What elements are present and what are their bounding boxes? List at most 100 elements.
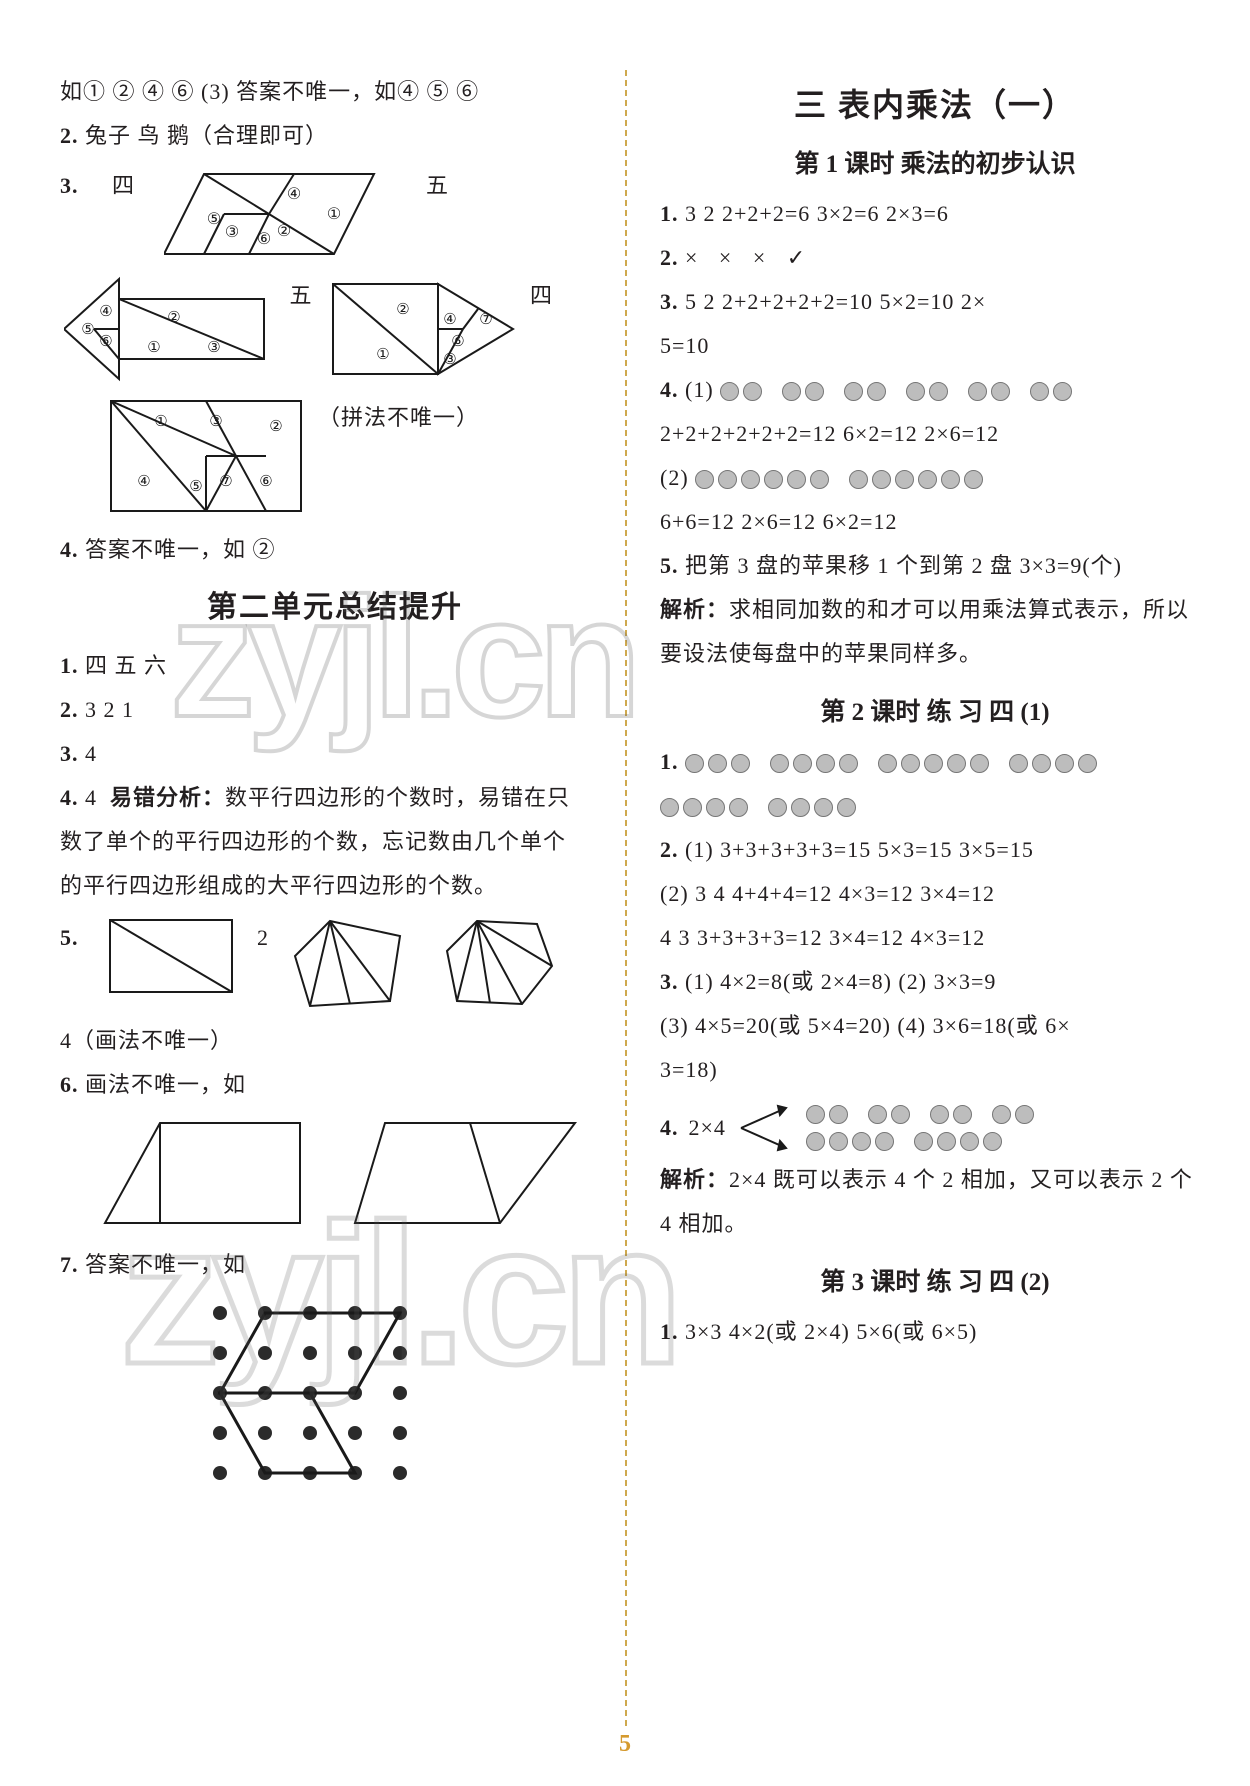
q3-num: 3. — [60, 173, 79, 198]
lesson3-title: 第 3 课时 练 习 四 (2) — [660, 1262, 1210, 1298]
q3-note: （拼法不唯一） — [318, 396, 479, 440]
unit3-title: 三 表内乘法（一） — [660, 80, 1210, 126]
l1q4-1eq: 2+2+2+2+2+2=12 6×2=12 2×6=12 — [660, 412, 1210, 456]
l2q3-1t: (1) 4×2=8(或 2×4=8) (2) 3×3=9 — [685, 969, 996, 994]
s6-shape-a — [100, 1113, 310, 1233]
l2q3-2: (3) 4×5=20(或 5×4=20) (4) 3×6=18(或 6× — [660, 1004, 1210, 1048]
svg-text:⑤: ⑤ — [207, 211, 221, 228]
s1-text: 四 五 六 — [85, 653, 167, 678]
l1q5-exp-a: 解析：求相同加数的和才可以用乘法算式表示，所以 — [660, 588, 1210, 632]
s7: 7. 答案不唯一，如 — [60, 1243, 610, 1287]
l2q3-1: 3. (1) 4×2=8(或 2×4=8) (2) 3×3=9 — [660, 960, 1210, 1004]
l1q3a: 3. 5 2 2+2+2+2+2=10 5×2=10 2× — [660, 280, 1210, 324]
tangram-arrow: ④ ② ⑥ ① ⑤ ③ — [64, 274, 274, 384]
svg-text:④: ④ — [137, 474, 150, 490]
s4b: 数了单个的平行四边形的个数，忘记数由几个单个 — [60, 820, 610, 864]
s5-num: 5. — [60, 925, 79, 950]
unit2-title: 第二单元总结提升 — [60, 582, 610, 626]
s6-shape-b — [350, 1113, 580, 1233]
q4: 4. 答案不唯一，如 ② — [60, 528, 610, 572]
s4c: 的平行四边形组成的大平行四边形的个数。 — [60, 864, 610, 908]
svg-text:③: ③ — [209, 414, 222, 430]
l2q3-3: 3=18) — [660, 1048, 1210, 1092]
s3-text: 4 — [85, 741, 97, 766]
svg-text:④: ④ — [443, 312, 456, 328]
l1q1-text: 3 2 2+2+2=6 3×2=6 2×3=6 — [685, 201, 949, 226]
svg-text:⑤: ⑤ — [189, 479, 202, 495]
svg-text:②: ② — [269, 419, 282, 435]
l1q4-2: (2) — [660, 456, 1210, 500]
l1q5-exp-b: 要设法使每盘中的苹果同样多。 — [660, 632, 1210, 676]
s1: 1. 四 五 六 — [60, 644, 610, 688]
s7-dotgrid — [200, 1293, 420, 1483]
s2: 2. 3 2 1 — [60, 688, 610, 732]
svg-text:⑦: ⑦ — [219, 474, 232, 490]
svg-text:④: ④ — [99, 304, 112, 320]
q2: 2. 兔子 鸟 鹅（合理即可） — [60, 114, 610, 158]
lesson2-title: 第 2 课时 练 习 四 (1) — [660, 692, 1210, 728]
tangram-parallelogram: ④① ③⑥ ⑤② — [164, 164, 384, 264]
branch-arrows-icon — [736, 1098, 796, 1158]
l2q4expa: 2×4 既可以表示 4 个 2 相加，又可以表示 2 个 — [729, 1167, 1193, 1192]
q3-label-c: 五 — [286, 274, 316, 318]
svg-text:①: ① — [376, 347, 389, 363]
svg-text:⑤: ⑤ — [81, 322, 94, 338]
l2q2-1: 2. (1) 3+3+3+3+3=15 5×3=15 3×5=15 — [660, 828, 1210, 872]
svg-text:⑥: ⑥ — [259, 474, 272, 490]
l1q3a-text: 5 2 2+2+2+2+2=10 5×2=10 2× — [685, 289, 986, 314]
s4a: 4. 4 易错分析：数平行四边形的个数时，易错在只 — [60, 776, 610, 820]
column-divider — [625, 70, 627, 1726]
svg-text:⑥: ⑥ — [99, 334, 112, 350]
l3q1: 1. 3×3 4×2(或 2×4) 5×6(或 6×5) — [660, 1310, 1210, 1354]
left-top-line: 如① ② ④ ⑥ (3) 答案不唯一，如④ ⑤ ⑥ — [60, 70, 610, 114]
svg-text:⑦: ⑦ — [479, 312, 492, 328]
l1q3b: 5=10 — [660, 324, 1210, 368]
tangram-square-tri: ②① ⑦④ ⑥③ — [328, 274, 518, 384]
page-number: 5 — [619, 1731, 631, 1758]
q3-label-d: 四 — [530, 274, 560, 318]
q3-label-a: 四 — [112, 164, 152, 208]
s5-hexagon — [442, 916, 557, 1011]
svg-text:①: ① — [327, 206, 341, 223]
q4-text: 答案不唯一，如 ② — [85, 537, 276, 562]
s5-rect — [106, 916, 236, 996]
svg-text:②: ② — [277, 223, 291, 240]
q3-label-b: 五 — [426, 164, 449, 208]
tangram-rect: ①③ ②④ ⑤⑦ ⑥ — [106, 396, 306, 516]
l2q1-row2 — [660, 784, 1210, 828]
svg-text:③: ③ — [225, 224, 239, 241]
l1q2: 2. × × × ✓ — [660, 236, 1210, 280]
l1q5-text: 把第 3 盘的苹果移 1 个到第 2 盘 3×3=9(个) — [685, 553, 1122, 578]
l1q4-2eq: 6+6=12 2×6=12 6×2=12 — [660, 500, 1210, 544]
l2q1: 1. — [660, 740, 1210, 784]
l2q4: 4. 2×4 — [660, 1098, 1210, 1158]
s4-prefix: 4 — [85, 785, 97, 810]
s5-label: 2 — [248, 916, 278, 960]
l1q4-1: 4. (1) — [660, 368, 1210, 412]
svg-text:①: ① — [147, 340, 160, 356]
svg-text:⑥: ⑥ — [257, 231, 271, 248]
l1q5expa: 求相同加数的和才可以用乘法算式表示，所以 — [729, 597, 1189, 622]
l2q4-exp: 解析：2×4 既可以表示 4 个 2 相加，又可以表示 2 个 — [660, 1158, 1210, 1202]
l1q1: 1. 3 2 2+2+2=6 3×2=6 2×3=6 — [660, 192, 1210, 236]
svg-text:⑥: ⑥ — [451, 334, 464, 350]
l2q2-2a: (2) 3 4 4+4+4=12 4×3=12 3×4=12 — [660, 872, 1210, 916]
s5-note: 4（画法不唯一） — [60, 1019, 610, 1063]
s6-text: 画法不唯一，如 — [85, 1072, 246, 1097]
svg-text:③: ③ — [207, 340, 220, 356]
s6: 6. 画法不唯一，如 — [60, 1063, 610, 1107]
l2q2-2b: 4 3 3+3+3+3=12 3×4=12 4×3=12 — [660, 916, 1210, 960]
s7-text: 答案不唯一，如 — [85, 1252, 246, 1277]
q2-text: 兔子 鸟 鹅（合理即可） — [85, 123, 328, 148]
l1q2-text: × × × ✓ — [685, 245, 813, 270]
l2q4-exp-b: 4 相加。 — [660, 1202, 1210, 1246]
svg-text:③: ③ — [443, 352, 456, 368]
svg-text:②: ② — [167, 310, 180, 326]
l3q1-text: 3×3 4×2(或 2×4) 5×6(或 6×5) — [685, 1319, 977, 1344]
exp-label2: 解析： — [660, 1167, 729, 1192]
l2q2-1t: (1) 3+3+3+3+3=15 5×3=15 3×5=15 — [685, 837, 1034, 862]
s3: 3. 4 — [60, 732, 610, 776]
exp-label: 解析： — [660, 597, 729, 622]
l1q5: 5. 把第 3 盘的苹果移 1 个到第 2 盘 3×3=9(个) — [660, 544, 1210, 588]
s4-label: 易错分析： — [110, 785, 225, 810]
